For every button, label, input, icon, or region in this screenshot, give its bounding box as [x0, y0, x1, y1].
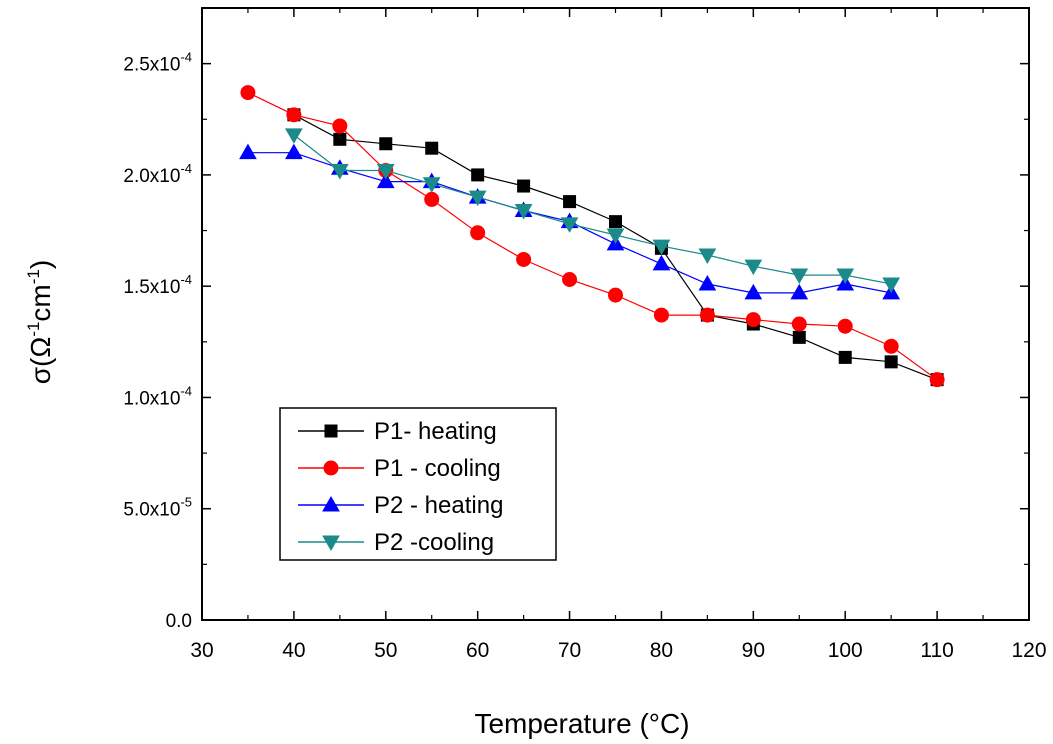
data-point [379, 137, 393, 151]
data-point [424, 191, 440, 207]
legend-label: P1- heating [374, 418, 497, 445]
x-tick-label: 120 [1011, 639, 1046, 662]
data-point [744, 259, 763, 276]
x-tick-label: 80 [650, 639, 673, 662]
data-point [790, 283, 809, 300]
data-point [425, 141, 439, 155]
data-point [514, 204, 533, 220]
legend: P1- heating P1 - cooling P2 - heating P2 -c… [279, 407, 557, 561]
x-axis-label: Temperature (°C) [474, 708, 689, 739]
y-tick-label: 1.5x10-4 [123, 272, 192, 298]
y-tick-label: 5.0x10-5 [123, 495, 192, 521]
x-tick-label: 70 [558, 639, 581, 662]
y-tick-label: 1.0x10-4 [123, 383, 192, 409]
data-point [285, 143, 303, 160]
axis-ticks [201, 8, 1030, 621]
series-2 [240, 85, 945, 388]
series-line [247, 92, 938, 381]
y-tick-label: 2.5x10-4 [123, 50, 192, 76]
x-tick-labels: 30 40 50 60 70 80 90 100 110 120 [190, 639, 1046, 662]
legend-item: P2 -cooling [298, 529, 494, 556]
legend-marker [324, 424, 338, 438]
legend-item: P2 - heating [298, 492, 503, 519]
legend-item: P1- heating [298, 418, 497, 445]
data-point [422, 177, 441, 193]
x-tick-label: 30 [190, 639, 213, 662]
data-point [699, 307, 715, 323]
legend-item: P1 - cooling [298, 455, 501, 482]
y-tick-label: 0.0 [166, 611, 192, 632]
legend-label: P1 - cooling [374, 455, 501, 482]
data-point [285, 128, 303, 144]
data-point [330, 163, 349, 180]
x-tick-label: 60 [466, 639, 489, 662]
data-point [606, 228, 625, 245]
data-point [698, 248, 717, 265]
legend-label: P2 -cooling [374, 529, 494, 556]
x-tick-label: 90 [742, 639, 765, 662]
data-point [836, 268, 855, 285]
data-point [882, 277, 901, 293]
legend-marker [322, 535, 340, 552]
data-point [653, 307, 669, 323]
data-point [562, 272, 578, 288]
legend-marker [323, 460, 339, 476]
x-tick-label: 40 [282, 639, 305, 662]
data-point [744, 283, 763, 300]
legend-label: P2 - heating [374, 492, 503, 519]
data-point [609, 215, 622, 229]
data-point [884, 355, 898, 369]
data-point [698, 274, 717, 291]
data-point [468, 190, 487, 207]
data-point [838, 350, 852, 364]
y-axis-label: σ(Ω-1cm-1) [24, 260, 56, 384]
data-point [837, 318, 853, 334]
data-point [792, 330, 806, 344]
data-point [563, 195, 577, 209]
data-point [745, 312, 761, 328]
data-point [516, 251, 532, 267]
legend-marker [322, 495, 340, 512]
x-tick-label: 50 [374, 639, 397, 662]
data-point [376, 163, 395, 180]
y-tick-label: 2.0x10-4 [123, 161, 192, 187]
data-point [376, 172, 395, 189]
series-layer [239, 85, 945, 388]
data-point [286, 107, 302, 123]
series-line [293, 134, 892, 285]
data-point [471, 168, 485, 182]
series-4 [285, 128, 901, 293]
y-tick-labels: 0.0 5.0x10-5 1.0x10-4 1.5x10-4 2.0x10-4 2.5x1… [123, 50, 192, 632]
data-point [791, 316, 807, 332]
data-point [790, 268, 809, 285]
data-point [652, 239, 671, 256]
data-point [240, 85, 256, 101]
x-tick-label: 100 [828, 639, 863, 662]
data-point [560, 217, 579, 233]
data-point [470, 225, 486, 241]
data-point [239, 143, 257, 160]
data-point [332, 118, 348, 134]
data-point [883, 338, 899, 354]
data-point [333, 132, 347, 146]
x-tick-label: 110 [920, 639, 953, 662]
data-point [929, 372, 945, 388]
data-point [652, 254, 671, 271]
data-point [608, 287, 623, 303]
data-point [517, 179, 531, 193]
